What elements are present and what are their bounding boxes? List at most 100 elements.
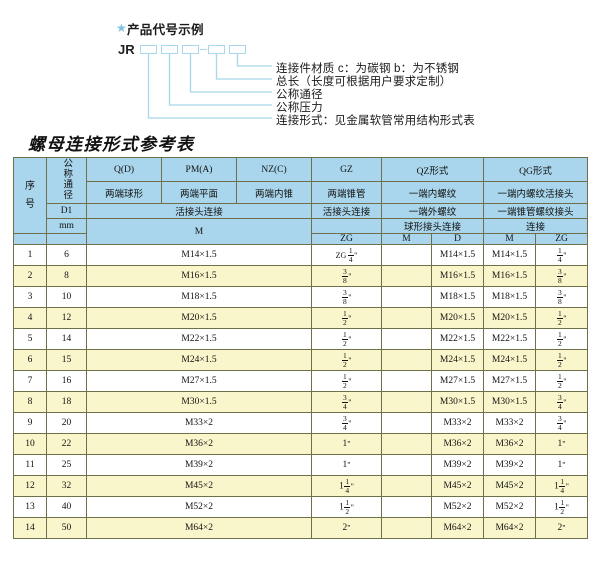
cell-qg-zg: 3 4 " (535, 391, 589, 413)
annotation-nominal-pressure: 公称压力 (276, 102, 323, 114)
header-unit-qg-m: M (483, 233, 537, 245)
nut-connection-spec-table: 序 号 公称通径 Q(D) PM(A) NZ(C) GZ QZ形式 QG形式 两… (13, 157, 589, 539)
cell-bore: 40 (46, 496, 87, 518)
cell-seq: 7 (13, 370, 47, 392)
header-row-connection: D1 活接头连接 活接头连接 一端外螺纹 一端锥管螺纹接头 (14, 203, 589, 219)
header-conn2-qz: 球形接头连接 (380, 218, 485, 234)
cell-qz-m (381, 349, 432, 371)
header-row-desc: 两端球形 两端平面 两端内锥 两端锥管 一端内螺纹 一端内螺纹活接头 (14, 181, 589, 204)
cell-qz-d: M20×1.5 (430, 307, 485, 329)
header-group-pm: PM(A) (161, 157, 237, 182)
cell-thread-m: M39×2 (86, 454, 312, 476)
cell-qg-m: M18×1.5 (483, 286, 537, 308)
cell-qg-zg: 1 1 2 " (535, 496, 589, 518)
cell-thread-m: M30×1.5 (86, 391, 312, 413)
header-row-codes: 序 号 公称通径 Q(D) PM(A) NZ(C) GZ QZ形式 QG形式 (13, 157, 589, 234)
cell-bore: 18 (46, 391, 87, 413)
cell-qg-zg: 3 4 " (535, 412, 589, 434)
cell-qg-m: M64×2 (483, 517, 537, 539)
cell-qg-zg: 1 2 " (535, 328, 589, 350)
cell-seq: 2 (13, 265, 47, 287)
header-unit-qz-d: D (430, 233, 485, 245)
header-conn-left: 活接头连接 (86, 203, 312, 219)
header-group-q: Q(D) (86, 157, 162, 182)
cell-qg-m: M36×2 (483, 433, 537, 455)
header-seq-line1: 序 (25, 180, 35, 192)
cell-qz-d: M52×2 (430, 496, 485, 518)
cell-qz-d: M39×2 (430, 454, 485, 476)
cell-bore: 12 (46, 307, 87, 329)
cell-qg-m: M20×1.5 (483, 307, 537, 329)
header-conn-gz-blank (311, 218, 382, 234)
cell-thread-m: M36×2 (86, 433, 312, 455)
table-title: 螺母连接形式参考表 (28, 135, 195, 154)
cell-seq: 5 (13, 328, 47, 350)
table-row: 13 40 M52×2 1 1 2 " M52×2 M52×2 1 1 2 " (13, 496, 589, 518)
cell-qg-zg: 3 8 " (535, 265, 589, 287)
table-row: 9 20 M33×2 3 4 " M33×2 M33×2 3 4 " (13, 412, 589, 434)
annotation-connection-type: 连接形式：见金属软管常用结构形式表 (276, 115, 475, 127)
table-row: 2 8 M16×1.5 3 8 " M16×1.5 M16×1.5 3 8 " (13, 265, 589, 287)
cell-gz-zg: 1 2 " (311, 370, 382, 392)
cell-bore: 8 (46, 265, 87, 287)
cell-qz-m (381, 328, 432, 350)
cell-qg-zg: 2" (535, 517, 589, 539)
cell-bore: 6 (46, 244, 87, 266)
header-conn-qg: 一端锥管螺纹接头 (483, 203, 589, 219)
cell-qz-m (381, 244, 432, 266)
cell-seq: 14 (13, 517, 47, 539)
cell-qz-d: M14×1.5 (430, 244, 485, 266)
cell-thread-m: M20×1.5 (86, 307, 312, 329)
cell-thread-m: M52×2 (86, 496, 312, 518)
cell-qg-m: M33×2 (483, 412, 537, 434)
cell-qz-d: M36×2 (430, 433, 485, 455)
header-group-qg: QG形式 (483, 157, 589, 182)
code-box-4 (208, 45, 225, 54)
cell-qz-m (381, 370, 432, 392)
cell-qg-m: M45×2 (483, 475, 537, 497)
cell-qg-m: M52×2 (483, 496, 537, 518)
code-box-5 (229, 45, 246, 54)
table-row: 14 50 M64×2 2" M64×2 M64×2 2" (13, 517, 589, 539)
header-unit-bore-blank (46, 233, 87, 245)
cell-qz-d: M27×1.5 (430, 370, 485, 392)
cell-gz-zg: 1 2 " (311, 307, 382, 329)
cell-qg-m: M30×1.5 (483, 391, 537, 413)
cell-gz-zg: 1" (311, 433, 382, 455)
header-bore-d1: D1 (46, 203, 87, 219)
cell-gz-zg: 1" (311, 454, 382, 476)
cell-gz-zg: 1 2 " (311, 349, 382, 371)
cell-thread-m: M14×1.5 (86, 244, 312, 266)
cell-qg-m: M22×1.5 (483, 328, 537, 350)
header-bore-label: 公称通径 (61, 158, 73, 200)
cell-seq: 10 (13, 433, 47, 455)
cell-qg-m: M39×2 (483, 454, 537, 476)
cell-qz-m (381, 412, 432, 434)
header-row-connection2: mm M 球形接头连接 连接 (14, 218, 589, 245)
cell-thread-m: M18×1.5 (86, 286, 312, 308)
header-bore: 公称通径 (46, 157, 87, 204)
cell-thread-m: M64×2 (86, 517, 312, 539)
header-desc-nz: 两端内锥 (236, 181, 312, 204)
table-row: 11 25 M39×2 1" M39×2 M39×2 1" (13, 454, 589, 476)
header-desc-gz: 两端锥管 (311, 181, 382, 204)
cell-qz-m (381, 286, 432, 308)
cell-seq: 11 (13, 454, 47, 476)
header-unit-left-m: M (86, 218, 312, 245)
cell-qg-zg: 1 2 " (535, 370, 589, 392)
product-code-title: 产品代号示例 (127, 23, 204, 37)
cell-gz-zg: 3 4 " (311, 391, 382, 413)
annotation-nominal-bore: 公称通径 (276, 89, 323, 101)
header-unit-gz-zg: ZG (311, 233, 382, 245)
cell-gz-zg: ZG 1 4 " (311, 244, 382, 266)
header-group-qz: QZ形式 (380, 157, 485, 182)
leader-lines (147, 54, 272, 119)
table-row: 12 32 M45×2 1 1 4 " M45×2 M45×2 1 1 4 " (13, 475, 589, 497)
cell-qz-m (381, 517, 432, 539)
cell-bore: 14 (46, 328, 87, 350)
cell-qg-zg: 1" (535, 454, 589, 476)
cell-gz-zg: 1 2 " (311, 328, 382, 350)
table-row: 3 10 M18×1.5 3 8 " M18×1.5 M18×1.5 3 8 " (13, 286, 589, 308)
header-unit-qg-zg: ZG (535, 233, 589, 245)
header-seq-line2: 号 (25, 198, 35, 210)
